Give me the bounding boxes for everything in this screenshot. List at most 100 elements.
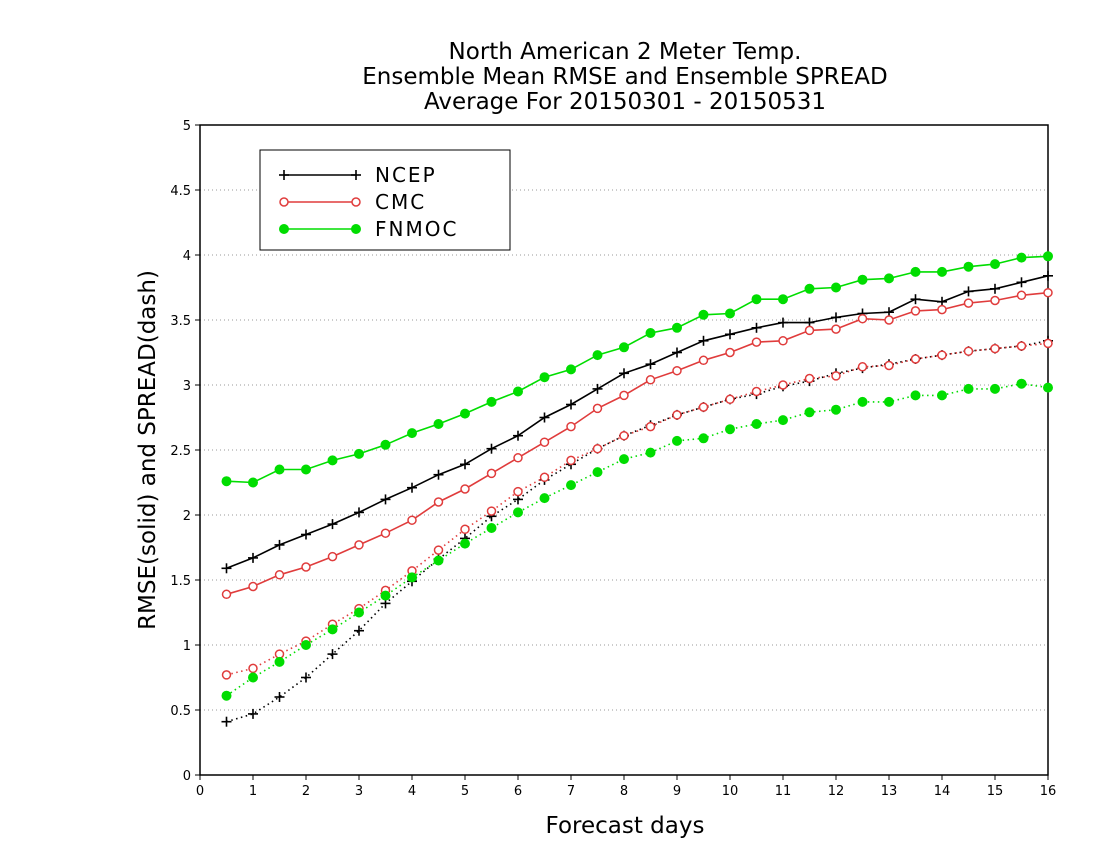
point-ncep-rmse bbox=[327, 519, 338, 530]
y-tick-label: 0.5 bbox=[170, 704, 191, 719]
point-fnmoc-spread bbox=[433, 555, 444, 566]
point-cmc-rmse bbox=[990, 295, 1000, 306]
y-tick-label: 5 bbox=[183, 119, 191, 134]
point-cmc-rmse bbox=[354, 540, 364, 550]
point-ncep-rmse bbox=[990, 283, 1000, 294]
legend-marker bbox=[351, 224, 361, 234]
point-cmc-spread bbox=[645, 421, 656, 432]
point-fnmoc-rmse bbox=[221, 476, 232, 487]
point-ncep-rmse bbox=[963, 286, 974, 297]
point-cmc-spread bbox=[221, 670, 232, 680]
line-cmc-spread bbox=[226, 342, 1049, 676]
point-cmc-rmse bbox=[486, 468, 497, 479]
legend-item-fnmoc: FNMOC bbox=[279, 217, 458, 241]
point-ncep-rmse bbox=[619, 368, 629, 379]
point-fnmoc-rmse bbox=[486, 396, 497, 407]
point-ncep-rmse bbox=[354, 507, 364, 518]
point-fnmoc-spread bbox=[407, 572, 417, 583]
point-cmc-rmse bbox=[619, 390, 629, 401]
point-fnmoc-rmse bbox=[725, 308, 735, 319]
x-tick-label: 16 bbox=[1040, 784, 1057, 799]
title-line-3: Average For 20150301 - 20150531 bbox=[424, 89, 826, 115]
x-tick-label: 13 bbox=[881, 784, 898, 799]
point-fnmoc-spread bbox=[1043, 382, 1053, 393]
point-fnmoc-spread bbox=[380, 590, 391, 601]
point-cmc-rmse bbox=[248, 581, 258, 592]
point-cmc-rmse bbox=[221, 589, 232, 600]
y-tick-label: 1 bbox=[183, 639, 191, 654]
point-cmc-rmse bbox=[274, 570, 285, 580]
point-cmc-spread bbox=[248, 663, 258, 674]
point-cmc-rmse bbox=[433, 497, 444, 507]
point-ncep-rmse bbox=[645, 359, 656, 370]
point-fnmoc-rmse bbox=[910, 266, 921, 277]
point-cmc-spread bbox=[460, 524, 470, 535]
legend-box bbox=[259, 149, 511, 251]
legend-label: FNMOC bbox=[375, 217, 458, 241]
point-ncep-rmse bbox=[831, 312, 841, 323]
point-fnmoc-spread bbox=[910, 390, 921, 401]
point-ncep-rmse bbox=[274, 539, 285, 550]
point-ncep-rmse bbox=[778, 317, 788, 328]
point-fnmoc-rmse bbox=[619, 342, 629, 353]
point-ncep-spread bbox=[327, 649, 338, 660]
point-cmc-rmse bbox=[460, 484, 470, 494]
point-cmc-spread bbox=[831, 371, 841, 381]
point-cmc-spread bbox=[433, 545, 444, 555]
point-cmc-rmse bbox=[645, 375, 656, 385]
point-fnmoc-spread bbox=[1016, 378, 1027, 389]
point-cmc-rmse bbox=[963, 298, 974, 308]
point-fnmoc-spread bbox=[725, 424, 735, 435]
point-fnmoc-spread bbox=[301, 640, 311, 650]
series-ncep-rmse bbox=[221, 270, 1053, 574]
point-fnmoc-rmse bbox=[1016, 252, 1027, 263]
point-cmc-rmse bbox=[513, 453, 523, 463]
x-tick-label: 15 bbox=[987, 784, 1004, 799]
point-cmc-spread bbox=[751, 386, 762, 397]
point-ncep-spread bbox=[248, 708, 258, 719]
point-fnmoc-rmse bbox=[274, 464, 285, 475]
chart-title: North American 2 Meter Temp. Ensemble Me… bbox=[362, 39, 887, 115]
x-tick-label: 3 bbox=[355, 784, 363, 799]
point-ncep-rmse bbox=[460, 459, 470, 470]
point-fnmoc-rmse bbox=[963, 261, 974, 272]
series-fnmoc-rmse bbox=[221, 251, 1053, 488]
y-tick-label: 2.5 bbox=[170, 444, 191, 459]
point-ncep-rmse bbox=[407, 482, 417, 493]
x-tick-label: 12 bbox=[828, 784, 845, 799]
point-fnmoc-spread bbox=[274, 656, 285, 667]
point-cmc-spread bbox=[857, 362, 868, 372]
x-tick-label: 4 bbox=[408, 784, 416, 799]
point-ncep-spread bbox=[354, 625, 364, 636]
x-tick-label: 2 bbox=[302, 784, 310, 799]
point-fnmoc-rmse bbox=[592, 350, 603, 361]
series-ncep-spread bbox=[221, 335, 1053, 727]
point-cmc-spread bbox=[274, 649, 285, 659]
point-fnmoc-spread bbox=[327, 624, 338, 635]
point-cmc-spread bbox=[513, 486, 523, 497]
point-cmc-spread bbox=[539, 472, 550, 483]
point-cmc-rmse bbox=[301, 562, 311, 572]
point-ncep-rmse bbox=[539, 412, 550, 423]
x-tick-label: 14 bbox=[934, 784, 951, 799]
x-tick-label: 1 bbox=[249, 784, 257, 799]
series-cmc-rmse bbox=[221, 287, 1053, 600]
point-fnmoc-spread bbox=[539, 493, 550, 504]
point-cmc-spread bbox=[619, 430, 629, 441]
series-group bbox=[221, 251, 1053, 727]
point-fnmoc-spread bbox=[460, 538, 470, 549]
point-cmc-spread bbox=[1016, 341, 1027, 351]
x-tick-label: 8 bbox=[620, 784, 628, 799]
point-fnmoc-spread bbox=[990, 383, 1000, 394]
point-fnmoc-rmse bbox=[698, 309, 709, 320]
point-fnmoc-spread bbox=[486, 523, 497, 533]
point-cmc-rmse bbox=[831, 324, 841, 334]
point-cmc-rmse bbox=[380, 528, 391, 538]
point-ncep-rmse bbox=[380, 494, 391, 505]
point-fnmoc-rmse bbox=[990, 259, 1000, 270]
point-fnmoc-rmse bbox=[513, 386, 523, 397]
point-cmc-spread bbox=[963, 346, 974, 356]
point-cmc-spread bbox=[937, 350, 947, 360]
point-fnmoc-spread bbox=[937, 390, 947, 401]
point-fnmoc-spread bbox=[645, 447, 656, 458]
